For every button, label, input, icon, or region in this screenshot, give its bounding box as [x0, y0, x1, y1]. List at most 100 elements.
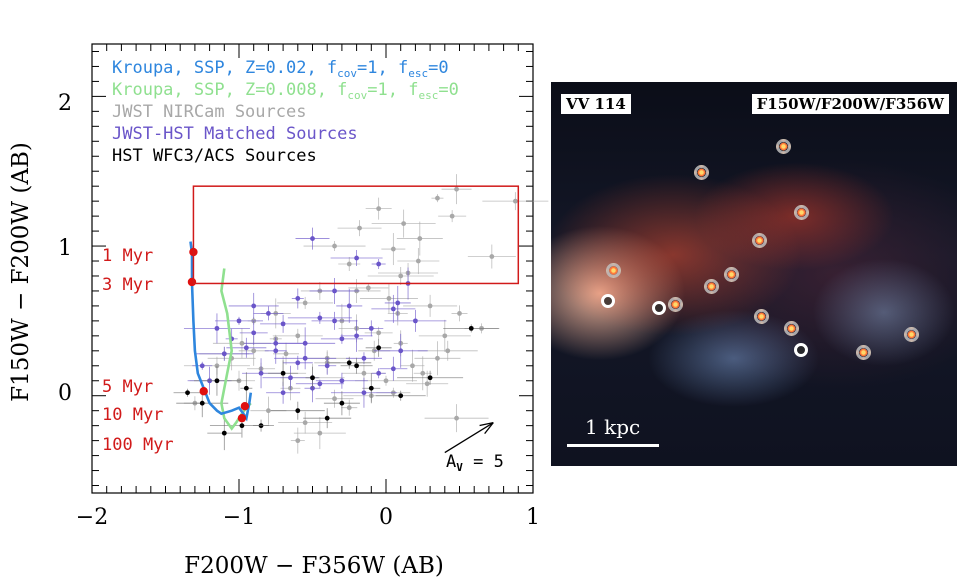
data-point — [398, 393, 404, 399]
data-point — [273, 348, 279, 354]
x-tick-label-2: 0 — [379, 505, 393, 530]
source-marker — [783, 320, 799, 336]
age-label-1myr: 1 Myr — [102, 246, 153, 266]
data-point — [243, 385, 249, 391]
data-point — [427, 303, 433, 309]
data-point — [295, 296, 301, 301]
data-point — [424, 381, 430, 387]
data-point — [302, 420, 308, 426]
data-point — [185, 390, 190, 396]
scale-bar — [567, 444, 659, 447]
data-point — [435, 355, 440, 361]
data-point — [368, 325, 374, 331]
data-point — [324, 415, 330, 421]
data-point — [442, 333, 448, 339]
legend-entry-lowz: Kroupa, SSP, Z=0.008, fcov=1, fesc=0 — [112, 80, 459, 102]
data-point — [346, 261, 352, 267]
extinction-label: AV = 5 — [446, 452, 504, 474]
x-axis-label: F200W − F356W (AB) — [184, 553, 444, 579]
legend-entry-solar: Kroupa, SSP, Z=0.02, fcov=1, fesc=0 — [112, 58, 449, 80]
data-point — [332, 318, 337, 324]
data-point — [383, 378, 389, 384]
data-point — [332, 396, 337, 402]
data-point — [283, 351, 289, 357]
data-point — [317, 430, 323, 436]
source-marker — [605, 262, 621, 278]
age-point — [199, 387, 208, 396]
data-point — [266, 408, 271, 414]
source-marker — [693, 164, 709, 180]
x-tick-label-3: 1 — [526, 505, 540, 530]
data-point — [468, 325, 474, 331]
filter-combination-label: F150W/F200W/F356W — [751, 94, 949, 114]
data-point — [427, 375, 433, 381]
x-tick-label-1: −1 — [223, 505, 255, 530]
data-point — [401, 221, 407, 227]
data-point — [361, 390, 367, 396]
data-point — [214, 378, 220, 384]
extinction-arrowhead — [484, 422, 494, 435]
data-point — [376, 206, 382, 212]
data-point — [288, 375, 293, 381]
data-point — [199, 400, 205, 406]
color-color-chart: −2 −1 0 1 0 1 2 F200W − F356W (AB) F150W… — [8, 43, 549, 579]
data-point — [386, 296, 392, 301]
data-point — [317, 381, 323, 387]
data-point — [221, 430, 227, 436]
data-point — [354, 363, 359, 369]
data-point — [332, 288, 337, 294]
y-tick-label-2: 2 — [58, 91, 72, 116]
data-point — [243, 345, 249, 351]
data-point — [239, 340, 245, 346]
data-point — [454, 415, 459, 421]
data-point — [413, 318, 418, 324]
data-point — [512, 198, 518, 204]
data-point — [295, 408, 301, 414]
data-point — [354, 333, 359, 339]
data-point — [251, 330, 257, 336]
data-point — [449, 213, 455, 219]
scatter-layer — [173, 174, 549, 454]
age-label-100myr: 100 Myr — [102, 435, 174, 455]
data-point — [361, 355, 367, 361]
data-point — [258, 370, 264, 376]
source-marker — [751, 232, 767, 248]
data-point — [395, 300, 401, 306]
data-point — [302, 300, 308, 306]
source-marker — [775, 138, 791, 154]
source-marker — [703, 278, 719, 294]
scale-bar-label: 1 kpc — [585, 415, 641, 439]
data-point — [376, 330, 382, 336]
data-point — [221, 351, 227, 357]
legend-entry-hst: HST WFC3/ACS Sources — [112, 146, 317, 166]
galaxy-name-label: VV 114 — [561, 94, 631, 114]
data-point — [339, 400, 345, 406]
extinction-vector — [444, 422, 494, 454]
source-marker — [723, 266, 739, 282]
data-point — [280, 390, 286, 396]
data-point — [398, 348, 404, 354]
data-point — [420, 370, 426, 376]
data-point — [390, 246, 396, 252]
age-point — [237, 413, 247, 423]
data-point — [280, 321, 286, 327]
data-point — [310, 375, 315, 381]
data-point — [251, 348, 257, 354]
data-point — [346, 360, 352, 366]
source-marker — [652, 301, 666, 315]
data-point — [376, 261, 382, 267]
data-point — [214, 325, 220, 331]
age-label-3myr: 3 Myr — [102, 275, 153, 295]
data-point — [417, 236, 423, 241]
data-point — [368, 385, 374, 391]
age-point — [187, 277, 197, 287]
data-point — [390, 366, 396, 372]
data-point — [273, 340, 279, 346]
data-point — [324, 363, 330, 369]
data-point — [415, 258, 421, 264]
data-point — [266, 311, 271, 316]
data-point — [410, 363, 415, 369]
data-point — [317, 315, 323, 321]
data-point — [332, 243, 337, 249]
data-point — [251, 303, 257, 309]
